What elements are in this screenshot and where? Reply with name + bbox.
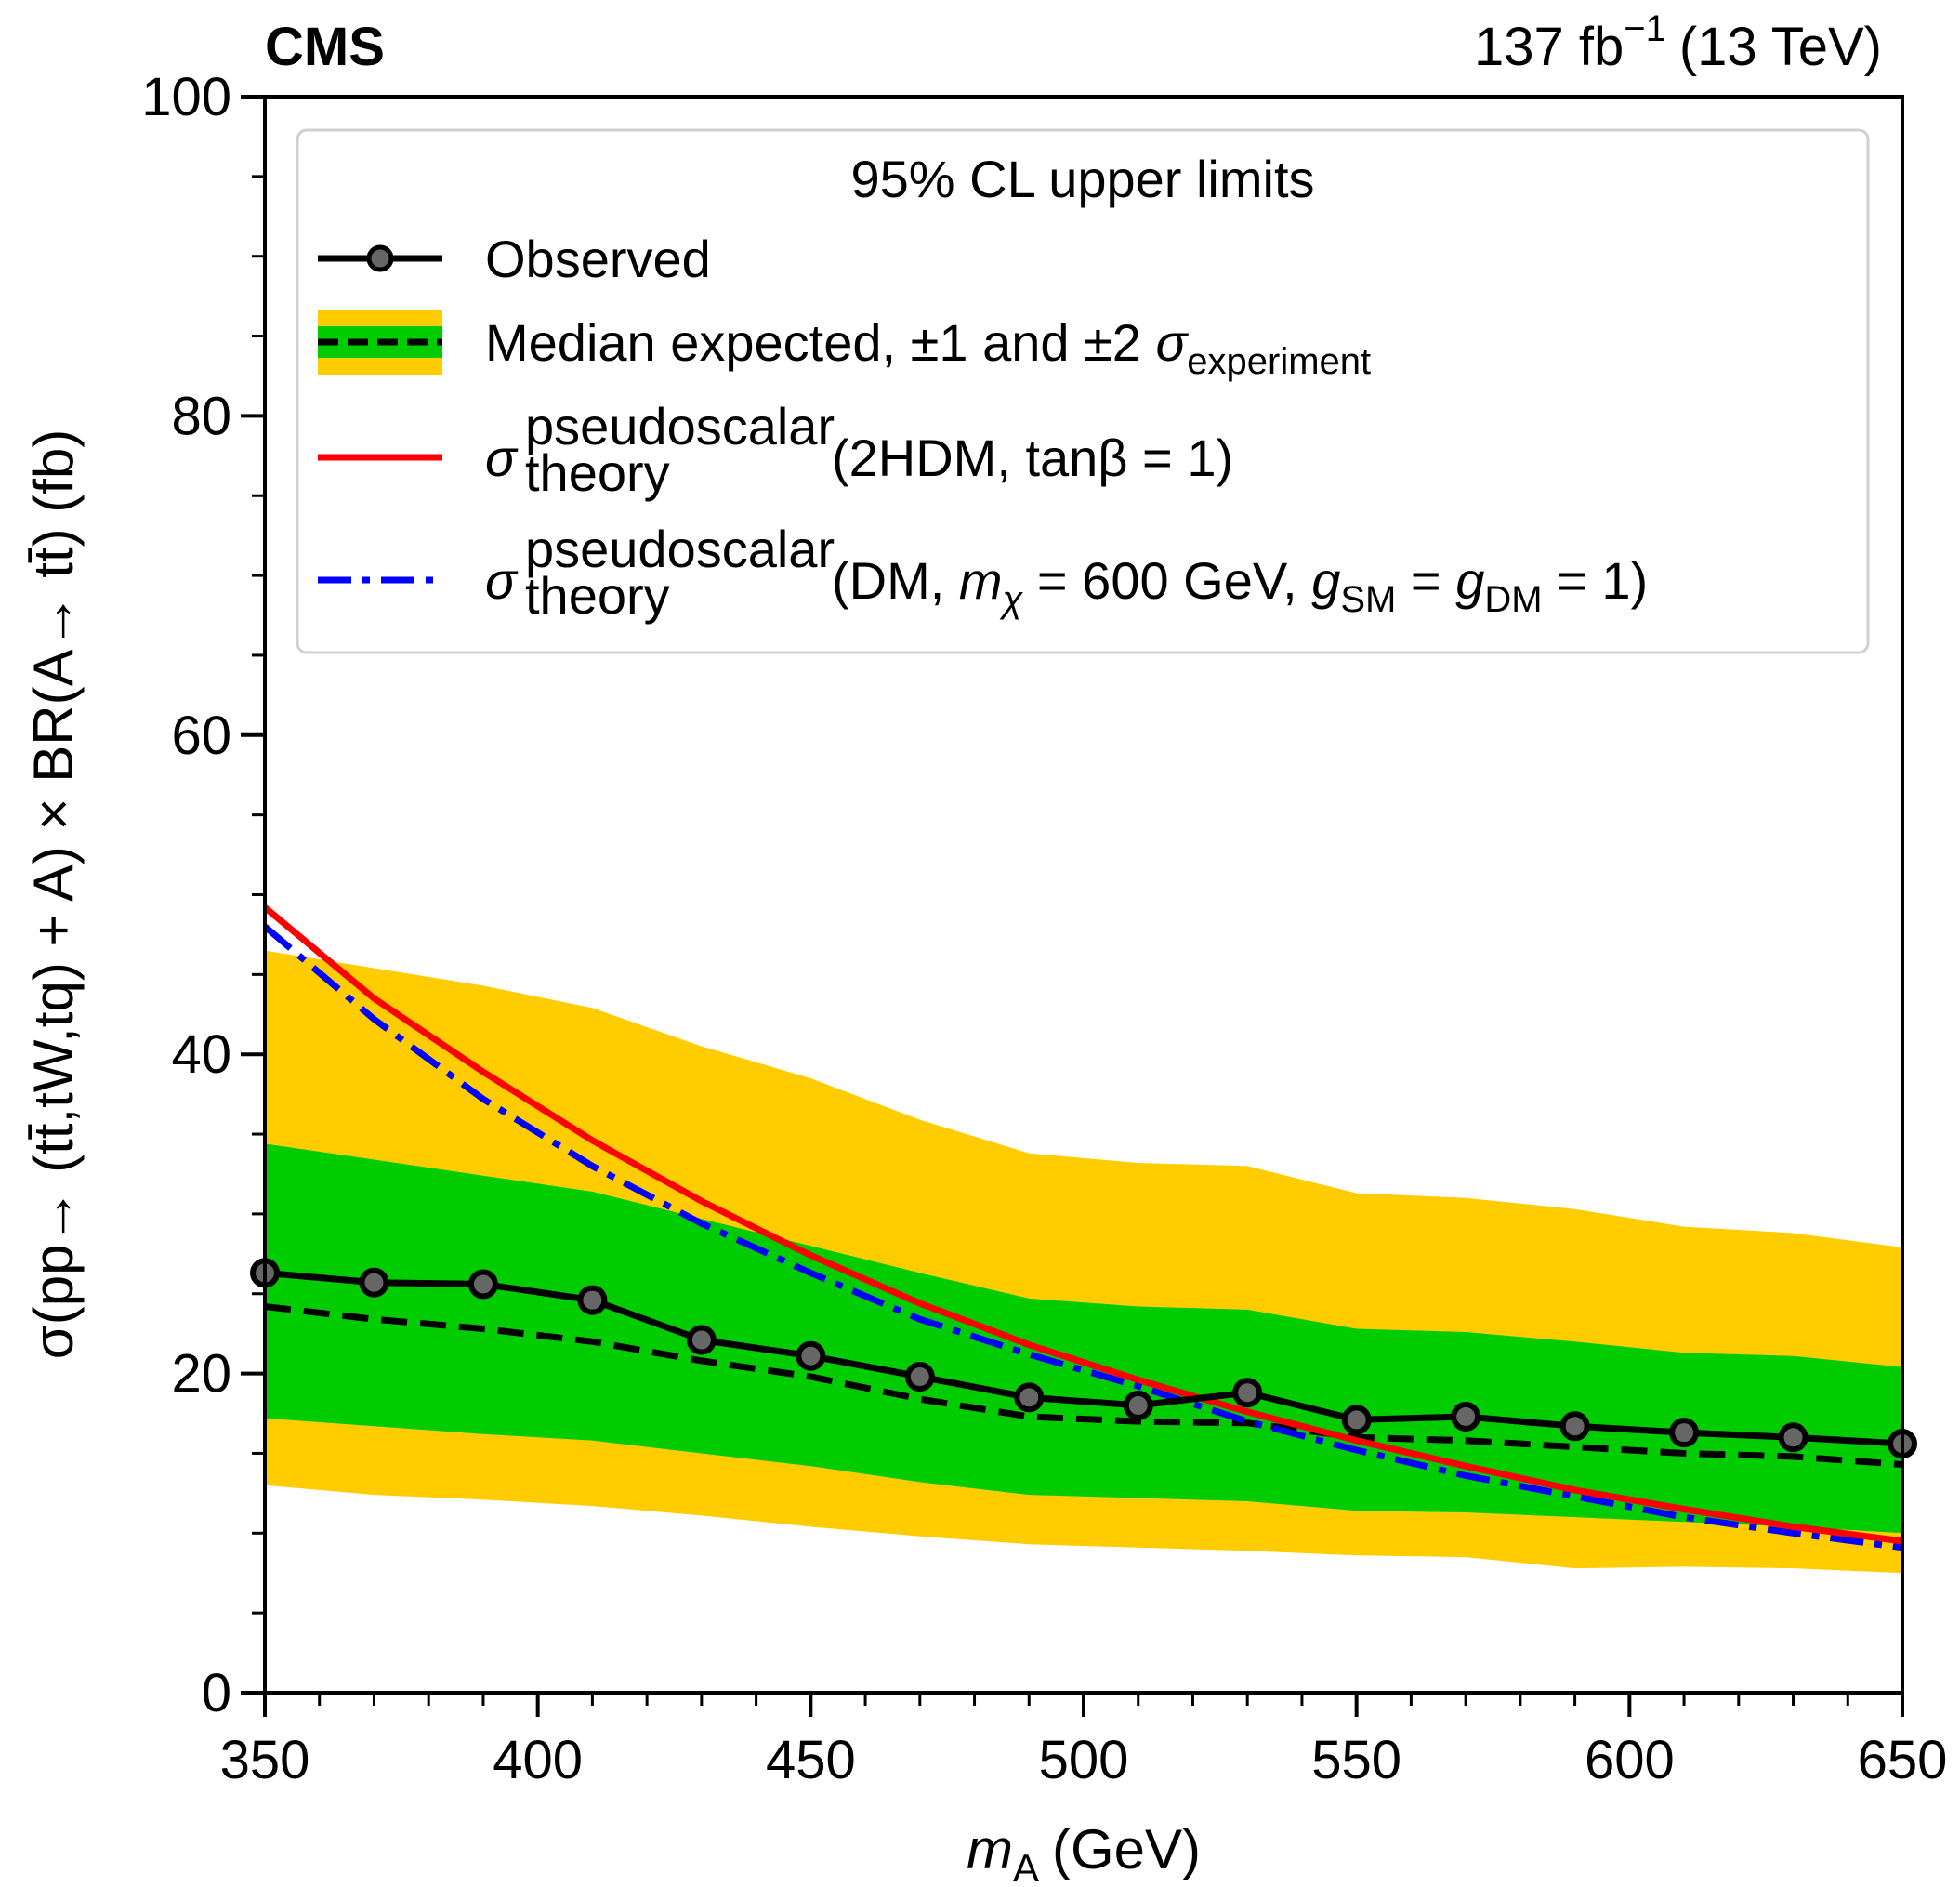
observed-line	[264, 1269, 1903, 1447]
lumi-exponent: −1	[1624, 8, 1666, 49]
x-tick-label: 550	[1311, 1730, 1401, 1790]
legend: 95% CL upper limits Observed Median expe…	[296, 128, 1870, 654]
x-tick-label: 650	[1858, 1730, 1948, 1790]
legend-thdm-sub: theory	[525, 443, 670, 502]
legend-dm-sigma: σ	[485, 551, 519, 610]
y-axis-title: σ(pp→ (tt̄,tW,tq) + A) × BR(A→ tt̄) (fb)	[22, 429, 85, 1360]
observed-point	[1669, 1418, 1700, 1448]
x-tick-label: 350	[220, 1730, 310, 1790]
observed-point	[577, 1285, 608, 1315]
legend-thdm-sup: pseudoscalar	[525, 397, 835, 455]
observed-point	[1014, 1382, 1045, 1413]
x-tick-label: 600	[1585, 1730, 1675, 1790]
legend-dm-sm: SM	[1340, 579, 1396, 620]
x-axis-unit: (GeV)	[1052, 1818, 1201, 1880]
legend-dm-g1: g	[1311, 551, 1340, 610]
legend-expected-sub: experiment	[1187, 341, 1371, 382]
lumi-label: 137 fb−1 (13 TeV)	[1474, 8, 1882, 77]
y-tick-label: 100	[141, 67, 231, 127]
legend-dm-text1: (DM,	[832, 551, 959, 610]
legend-dm-g2: g	[1455, 551, 1484, 610]
x-axis-title: mA (GeV)	[967, 1818, 1201, 1887]
observed-markers	[250, 1258, 1917, 1459]
band-1sigma	[265, 1143, 1902, 1534]
x-axis-var: m	[967, 1818, 1013, 1880]
experiment-label: CMS	[265, 17, 385, 77]
lumi-value: 137 fb	[1474, 17, 1624, 77]
y-tick-label: 0	[202, 1663, 231, 1723]
observed-point	[796, 1340, 826, 1371]
legend-dm-sub: theory	[525, 566, 670, 625]
x-axis-sub: A	[1013, 1846, 1039, 1887]
y-tick-label: 40	[171, 1024, 231, 1085]
legend-thdm-label: (2HDM, tanβ = 1)	[832, 429, 1233, 487]
x-tick-label: 450	[766, 1730, 856, 1790]
observed-point	[1778, 1422, 1809, 1453]
legend-box	[296, 128, 1870, 654]
legend-dm-text2: = 600 GeV,	[1022, 551, 1311, 610]
legend-observed-label: Observed	[485, 230, 711, 288]
legend-title: 95% CL upper limits	[850, 150, 1314, 208]
legend-dm-chi: χ	[1000, 579, 1024, 620]
legend-dm-eq: =	[1396, 551, 1455, 610]
observed-point	[359, 1267, 389, 1298]
observed-point	[467, 1269, 498, 1300]
legend-expected-label: Median expected, ±1 and ±2 σexperiment	[485, 313, 1371, 382]
y-tick-label: 60	[171, 706, 231, 766]
legend-thdm-sigma: σ	[485, 429, 519, 487]
expected-line	[264, 1303, 1903, 1468]
legend-dm-m: m	[959, 551, 1003, 610]
observed-point	[1232, 1378, 1263, 1408]
observed-point	[904, 1362, 935, 1392]
y-tick-label: 20	[171, 1344, 231, 1405]
legend-observed-marker	[366, 244, 394, 272]
x-tick-label: 500	[1039, 1730, 1129, 1790]
x-tick-label: 400	[493, 1730, 583, 1790]
legend-dm-end: = 1)	[1543, 551, 1649, 610]
observed-point	[1123, 1390, 1153, 1420]
observed-point	[1559, 1411, 1590, 1442]
legend-dm-dm: DM	[1484, 579, 1542, 620]
legend-dm-label: (DM, mχ = 600 GeV, gSM = gDM = 1)	[832, 551, 1648, 620]
energy-label: (13 TeV)	[1679, 17, 1882, 77]
observed-point	[686, 1325, 717, 1355]
legend-expected-sigma: σ	[1156, 313, 1190, 372]
legend-dm-sup: pseudoscalar	[525, 520, 835, 578]
observed-point	[1341, 1405, 1372, 1435]
observed-point	[1451, 1401, 1481, 1432]
y-tick-label: 80	[171, 386, 231, 446]
legend-expected-text: Median expected, ±1 and ±2	[485, 313, 1156, 372]
dm-theory-line	[262, 924, 1903, 1551]
thdm-theory-line	[262, 904, 1903, 1545]
axis-ticks: 350 400 450 500 550 600 650 0 20 40 60 80 100	[141, 67, 1947, 1790]
